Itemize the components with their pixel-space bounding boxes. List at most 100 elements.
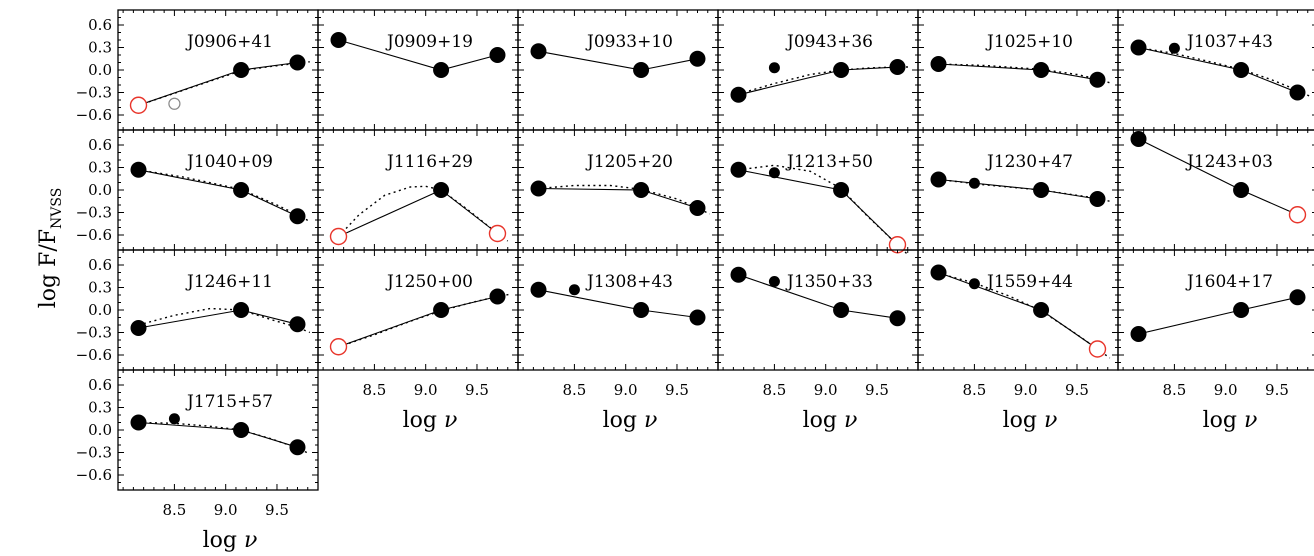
data-point <box>689 50 706 67</box>
data-point <box>489 47 506 63</box>
panel-j0933p10: J0933+10 <box>517 9 719 131</box>
x-axis-title-symbol: ν <box>644 408 657 433</box>
panel-title: J1715+57 <box>185 392 273 412</box>
data-point <box>530 43 547 60</box>
x-tick-label: 8.5 <box>362 381 386 399</box>
x-axis-title-main: log <box>1003 408 1044 433</box>
panel-title: J1116+29 <box>385 152 473 172</box>
data-point <box>1233 62 1250 78</box>
upper-limit-point <box>329 338 348 356</box>
panel-frame <box>517 249 719 371</box>
y-axis-title-subscript: NVSS <box>49 188 65 229</box>
x-tick-label: 9.0 <box>1014 381 1038 399</box>
flux-line <box>138 309 298 329</box>
x-axis-title-main: log <box>603 408 644 433</box>
x-axis-title-main: log <box>403 408 444 433</box>
y-tick-label: −0.6 <box>76 466 112 484</box>
panel-frame <box>117 249 319 371</box>
panel-j1116p29: J1116+29 <box>317 129 519 251</box>
data-point <box>433 182 450 198</box>
panel-frame <box>1117 129 1314 251</box>
x-tick-label: 8.5 <box>162 501 186 519</box>
panel-title: J1350+33 <box>785 272 873 292</box>
x-axis-title: log ν <box>203 528 258 553</box>
panel-frame <box>517 9 719 131</box>
panel-frame <box>917 249 1119 371</box>
flux-line <box>338 295 498 348</box>
panel-title: J1246+11 <box>185 272 273 292</box>
data-point <box>233 422 250 438</box>
y-tick-label: 0.0 <box>88 301 112 319</box>
x-tick-label: 8.5 <box>1162 381 1186 399</box>
panel-frame <box>1117 249 1314 371</box>
data-point <box>289 208 306 225</box>
panel-frame <box>317 9 519 131</box>
panel-frame <box>117 129 319 251</box>
flux-line <box>1138 46 1298 94</box>
data-point <box>930 56 947 72</box>
flux-line <box>1138 296 1298 335</box>
data-point <box>433 302 450 318</box>
secondary-point <box>968 278 980 290</box>
panel-frame <box>117 369 319 491</box>
model-curve <box>1138 46 1311 97</box>
model-curve <box>338 293 510 348</box>
panel-title: J0943+36 <box>785 32 873 52</box>
data-point <box>1289 84 1306 101</box>
x-axis-title-main: log <box>1203 408 1244 433</box>
data-point <box>1130 326 1147 342</box>
y-tick-label: 0.3 <box>88 279 112 297</box>
open-point <box>168 97 181 110</box>
data-point <box>289 316 306 333</box>
panel-frame <box>717 249 919 371</box>
panel-j1350p33: J1350+33 8.5 9.0 9.5 <box>717 249 919 399</box>
model-curve <box>337 185 509 242</box>
y-tick-label: −0.6 <box>76 106 112 124</box>
panel-frame <box>917 129 1119 251</box>
model-curve <box>138 61 310 106</box>
panel-title: J0909+19 <box>385 32 473 52</box>
data-point <box>1089 191 1106 207</box>
flux-line <box>138 61 298 106</box>
x-tick-label: 8.5 <box>962 381 986 399</box>
y-tick-label: 0.0 <box>88 61 112 79</box>
panel-title: J1205+20 <box>585 152 673 172</box>
data-point <box>730 86 747 103</box>
data-point <box>833 62 850 78</box>
y-tick-label: 0.6 <box>88 256 112 274</box>
x-axis-title-symbol: ν <box>1244 408 1257 433</box>
y-tick-label: 0.6 <box>88 16 112 34</box>
data-point <box>233 182 250 198</box>
flux-line <box>938 63 1098 81</box>
panel-frame <box>717 9 919 131</box>
panel-title: J1037+43 <box>1185 32 1273 52</box>
panel-frame <box>717 129 919 251</box>
data-point <box>130 414 147 431</box>
y-axis-title-main: log F/F <box>36 229 61 308</box>
x-tick-label: 9.0 <box>614 381 638 399</box>
panel-title: J1308+43 <box>585 272 673 292</box>
y-tick-label: 0.6 <box>88 376 112 394</box>
data-point <box>730 161 747 178</box>
data-point <box>689 200 706 216</box>
x-axis-title-symbol: ν <box>844 408 857 433</box>
panel-j1308p43: J1308+43 8.5 9.0 9.5 <box>517 249 719 399</box>
panel-j0943p36: J0943+36 <box>717 9 919 131</box>
panel-j1604p17: J1604+17 8.5 9.0 9.5 <box>1117 249 1314 399</box>
data-point <box>633 182 650 198</box>
data-point <box>289 54 306 71</box>
data-point <box>330 32 347 48</box>
panels-layer: J0906+41 0.6 0.3 0.0 −0.3 −0.6 J0909+19 J0933+1… <box>76 9 1314 519</box>
panel-j1205p20: J1205+20 <box>517 129 719 251</box>
panel-title: J1213+50 <box>785 152 873 172</box>
x-tick-label: 9.5 <box>265 501 289 519</box>
x-axis-title: log ν <box>1203 408 1258 433</box>
panel-j1250p00: J1250+00 8.5 9.0 9.5 <box>317 249 519 399</box>
panel-j1025p10: J1025+10 <box>917 9 1119 131</box>
x-tick-label: 9.5 <box>465 381 489 399</box>
data-point <box>1233 302 1250 318</box>
upper-limit-point <box>329 227 348 246</box>
y-tick-label: −0.6 <box>76 346 112 364</box>
panel-j1246p11: J1246+11 0.6 0.3 0.0 −0.3 −0.6 <box>76 249 319 371</box>
